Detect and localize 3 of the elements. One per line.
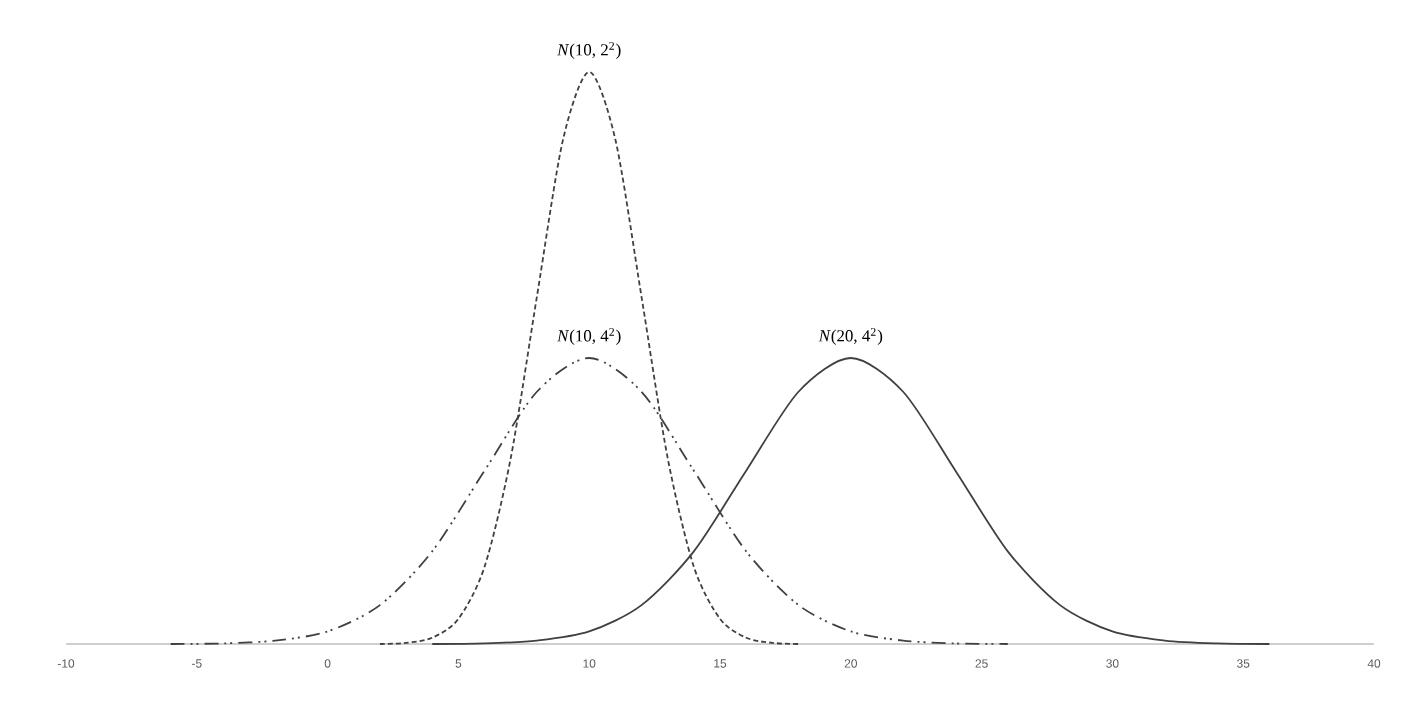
series-label: N(10, 4$^{2}$) (557, 327, 621, 345)
series-label: N(20, 4$^{2}$) (818, 327, 883, 345)
series-label: N(10, 2$^{2}$) (557, 41, 621, 59)
